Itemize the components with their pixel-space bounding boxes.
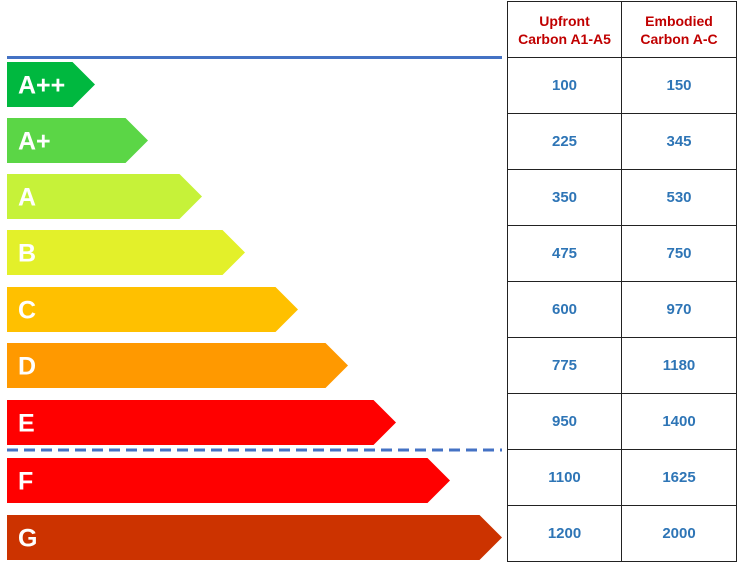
table-row: 100 150	[507, 57, 737, 114]
rating-arrow-5	[7, 343, 348, 388]
embodied-value-4: 970	[621, 281, 737, 338]
upfront-value-5: 775	[507, 337, 622, 394]
table-row: 350 530	[507, 169, 737, 226]
table-row: 950 1400	[507, 393, 737, 450]
rating-arrow-2	[7, 174, 202, 219]
table-row: 600 970	[507, 281, 737, 338]
rating-label-2: A	[18, 184, 36, 212]
upfront-value-3: 475	[507, 225, 622, 282]
embodied-value-8: 2000	[621, 505, 737, 562]
table-row: 475 750	[507, 225, 737, 282]
rating-label-1: A+	[18, 128, 51, 156]
rating-label-7: F	[18, 468, 33, 496]
embodied-value-0: 150	[621, 57, 737, 114]
rating-label-4: C	[18, 297, 36, 325]
upfront-value-0: 100	[507, 57, 622, 114]
embodied-carbon-header: Embodied Carbon A-C	[621, 1, 737, 58]
embodied-value-3: 750	[621, 225, 737, 282]
upfront-value-2: 350	[507, 169, 622, 226]
rating-label-6: E	[18, 410, 35, 438]
table-row: 225 345	[507, 113, 737, 170]
rating-arrows-chart: A++ A+ AB CD E F G	[7, 56, 502, 560]
rating-label-0: A++	[18, 72, 65, 100]
embodied-value-1: 345	[621, 113, 737, 170]
table-row: 1200 2000	[507, 505, 737, 562]
rating-arrow-8	[7, 515, 502, 560]
upfront-value-8: 1200	[507, 505, 622, 562]
upfront-carbon-header: Upfront Carbon A1-A5	[507, 1, 622, 58]
embodied-value-5: 1180	[621, 337, 737, 394]
upfront-value-6: 950	[507, 393, 622, 450]
rating-arrow-1	[7, 118, 148, 163]
embodied-value-6: 1400	[621, 393, 737, 450]
rating-arrow-3	[7, 230, 245, 275]
rating-label-5: D	[18, 353, 36, 381]
embodied-value-2: 530	[621, 169, 737, 226]
table-row: 1100 1625	[507, 449, 737, 506]
upfront-value-1: 225	[507, 113, 622, 170]
table-header-row: Upfront Carbon A1-A5 Embodied Carbon A-C	[507, 1, 737, 58]
upfront-value-4: 600	[507, 281, 622, 338]
rating-arrow-7	[7, 458, 450, 503]
rating-arrow-6	[7, 400, 396, 445]
table-row: 775 1180	[507, 337, 737, 394]
upfront-value-7: 1100	[507, 449, 622, 506]
embodied-value-7: 1625	[621, 449, 737, 506]
rating-arrow-4	[7, 287, 298, 332]
rating-label-3: B	[18, 240, 36, 268]
rating-arrow-0	[7, 62, 95, 107]
rating-label-8: G	[18, 525, 37, 553]
carbon-values-table: Upfront Carbon A1-A5 Embodied Carbon A-C 1…	[507, 1, 737, 562]
